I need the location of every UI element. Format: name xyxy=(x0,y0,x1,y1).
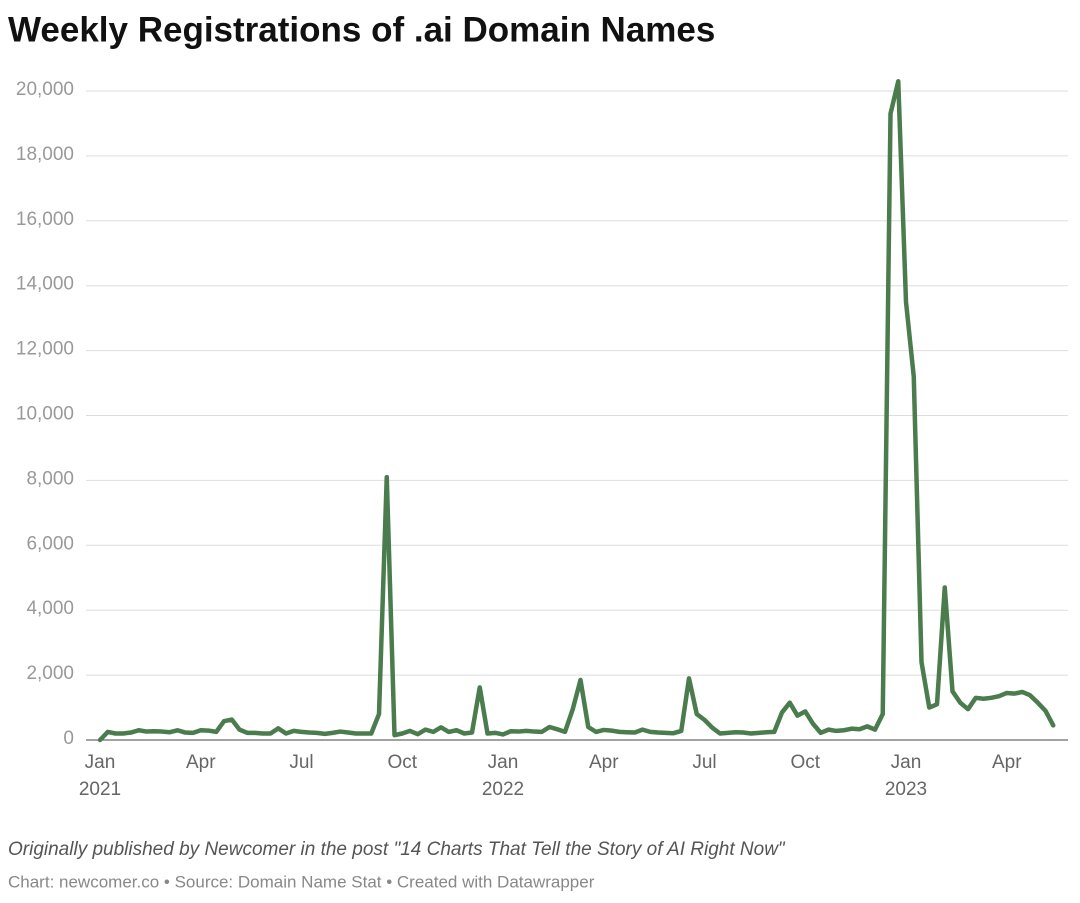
y-tick-label: 8,000 xyxy=(26,468,74,489)
y-tick-label: 14,000 xyxy=(16,274,74,295)
y-tick-label: 4,000 xyxy=(26,598,74,619)
x-tick-label: Apr xyxy=(588,752,619,773)
x-tick-label: Oct xyxy=(387,752,418,773)
x-tick-label: Apr xyxy=(185,752,216,773)
y-tick-label: 16,000 xyxy=(16,209,74,230)
x-tick-label: Oct xyxy=(790,752,821,773)
x-tick-label: Jan 2023 xyxy=(884,752,928,800)
y-tick-label: 10,000 xyxy=(16,404,74,425)
x-tick-label: Apr xyxy=(991,752,1022,773)
x-tick-label: Jul xyxy=(289,752,314,773)
x-tick-label: Jul xyxy=(692,752,717,773)
footer: Chart: newcomer.co • Source: Domain Name… xyxy=(8,872,595,891)
x-tick-label: Jan 2021 xyxy=(78,752,122,800)
subtitle: Originally published by Newcomer in the … xyxy=(8,839,786,860)
y-tick-label: 12,000 xyxy=(16,339,74,360)
x-tick-label: Jan 2022 xyxy=(481,752,525,800)
y-tick-label: 18,000 xyxy=(16,144,74,165)
y-tick-label: 6,000 xyxy=(26,533,74,554)
line xyxy=(97,79,1056,743)
y-tick-label: 0 xyxy=(63,728,74,749)
y-tick-label: 2,000 xyxy=(26,663,74,684)
y-tick-label: 20,000 xyxy=(16,79,74,100)
chart-title: Weekly Registrations of .ai Domain Names xyxy=(8,10,715,49)
